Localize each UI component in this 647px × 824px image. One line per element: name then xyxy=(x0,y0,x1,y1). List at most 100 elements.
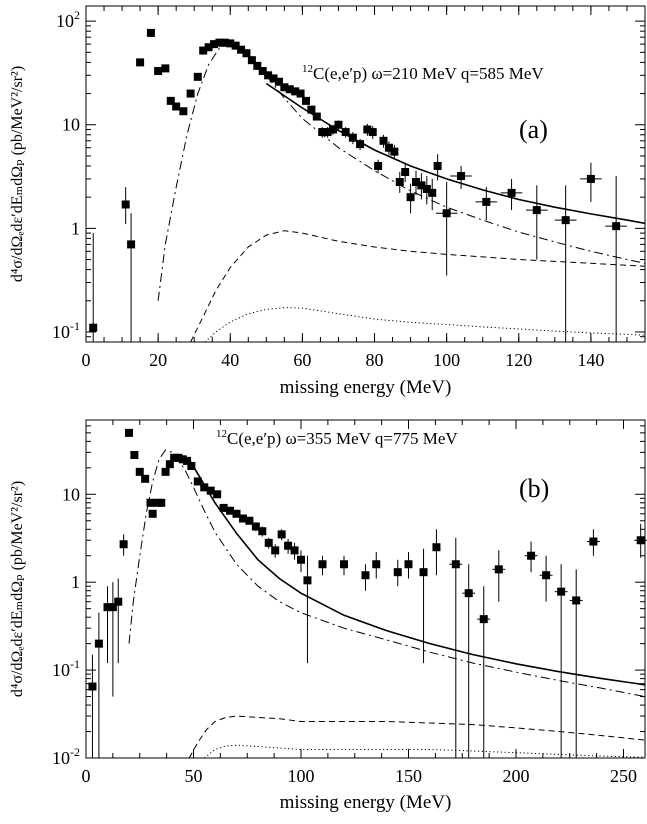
data-point xyxy=(374,161,383,170)
data-point xyxy=(165,460,174,469)
data-point xyxy=(290,546,299,555)
data-point xyxy=(108,603,117,612)
curve-dashed xyxy=(188,715,645,758)
y-tick-label: 10-1 xyxy=(52,319,80,342)
data-point xyxy=(341,128,350,137)
x-tick-label: 40 xyxy=(221,350,239,370)
data-point xyxy=(363,125,372,134)
data-point xyxy=(340,560,348,569)
data-point xyxy=(119,540,128,549)
data-point xyxy=(312,112,321,121)
panel-label: (a) xyxy=(519,115,548,144)
curve-group xyxy=(128,449,645,758)
data-point xyxy=(148,509,157,518)
data-point xyxy=(179,107,188,116)
y-axis-label: d⁴σ/dΩₑdε′dEₘdΩₚ (pb/MeV²/sr²) xyxy=(9,66,26,282)
data-point xyxy=(135,467,144,476)
data-point xyxy=(442,209,451,218)
data-point xyxy=(245,516,254,525)
data-point xyxy=(334,120,343,129)
data-point xyxy=(157,498,166,507)
data-point xyxy=(146,28,155,37)
x-axis-label: missing energy (MeV) xyxy=(280,377,452,398)
x-tick-label: 140 xyxy=(577,350,604,370)
data-point xyxy=(280,83,289,92)
data-point xyxy=(213,490,222,499)
data-point xyxy=(136,58,145,67)
data-point xyxy=(193,477,202,486)
data-point xyxy=(532,206,541,215)
curve-solid xyxy=(265,82,645,225)
x-tick-label: 120 xyxy=(505,350,532,370)
x-axis-label: missing energy (MeV) xyxy=(280,792,452,813)
x-tick-label: 150 xyxy=(395,766,422,786)
data-point xyxy=(557,587,566,596)
data-point xyxy=(89,323,98,332)
data-point xyxy=(226,506,235,515)
data-point xyxy=(186,89,195,98)
data-point xyxy=(219,503,228,512)
data-point xyxy=(161,467,170,476)
data-point xyxy=(174,453,183,462)
data-point xyxy=(114,597,123,606)
data-point xyxy=(258,527,267,536)
data-point xyxy=(193,72,202,81)
data-point xyxy=(428,188,437,197)
data-point xyxy=(247,56,256,65)
data-point xyxy=(318,128,327,137)
y-tick-label: 102 xyxy=(56,8,80,31)
curve-group xyxy=(157,43,645,342)
data-point xyxy=(301,96,310,105)
data-point xyxy=(264,71,273,80)
data-point xyxy=(232,509,241,518)
data-point xyxy=(589,537,598,546)
data-point xyxy=(187,461,196,470)
data-point xyxy=(432,543,441,552)
data-point xyxy=(419,568,428,577)
data-point xyxy=(291,87,300,96)
data-point xyxy=(154,67,163,76)
x-tick-label: 0 xyxy=(82,350,91,370)
data-point xyxy=(494,565,503,574)
data-point xyxy=(586,174,595,183)
data-point xyxy=(226,39,235,48)
x-tick-label: 100 xyxy=(433,350,460,370)
data-point xyxy=(417,181,426,190)
panel-title: 12C(e,e′p) ω=210 MeV q=585 MeV xyxy=(302,63,544,83)
data-point xyxy=(479,615,488,624)
data-point xyxy=(297,555,305,564)
data-point xyxy=(457,172,466,181)
data-point xyxy=(127,240,136,249)
data-point xyxy=(612,222,621,231)
data-point xyxy=(561,216,570,225)
chart-panel-a: 0 20 40 60 80 100 120 140 10-1 1 10 102 12C(e,e′p) ω… xyxy=(9,5,646,398)
plot-frame xyxy=(85,5,646,343)
data-point xyxy=(231,41,240,50)
data-point xyxy=(264,538,273,547)
data-point xyxy=(178,455,187,464)
data-point xyxy=(237,45,246,54)
curve-solid xyxy=(188,458,645,686)
data-point xyxy=(507,188,516,197)
data-point xyxy=(406,193,415,202)
x-tick-label: 200 xyxy=(503,766,530,786)
panel-title: 12C(e,e′p) ω=355 MeV q=775 MeV xyxy=(216,428,458,448)
data-point xyxy=(88,682,97,691)
data-point xyxy=(527,551,536,560)
curve-dashdot xyxy=(128,449,645,698)
y-tick-label: 10-1 xyxy=(52,657,80,680)
data-point xyxy=(361,571,370,580)
y-tick-label: 10-2 xyxy=(52,745,80,768)
data-point xyxy=(393,568,402,577)
data-point xyxy=(285,85,294,94)
data-point xyxy=(572,596,581,605)
data-point xyxy=(451,560,460,569)
y-tick-label: 1 xyxy=(71,218,80,238)
data-point xyxy=(636,536,645,545)
data-point xyxy=(269,74,278,83)
data-point xyxy=(125,428,133,437)
data-point xyxy=(253,61,262,70)
data-point xyxy=(277,530,286,539)
curve-dotted xyxy=(204,307,645,342)
